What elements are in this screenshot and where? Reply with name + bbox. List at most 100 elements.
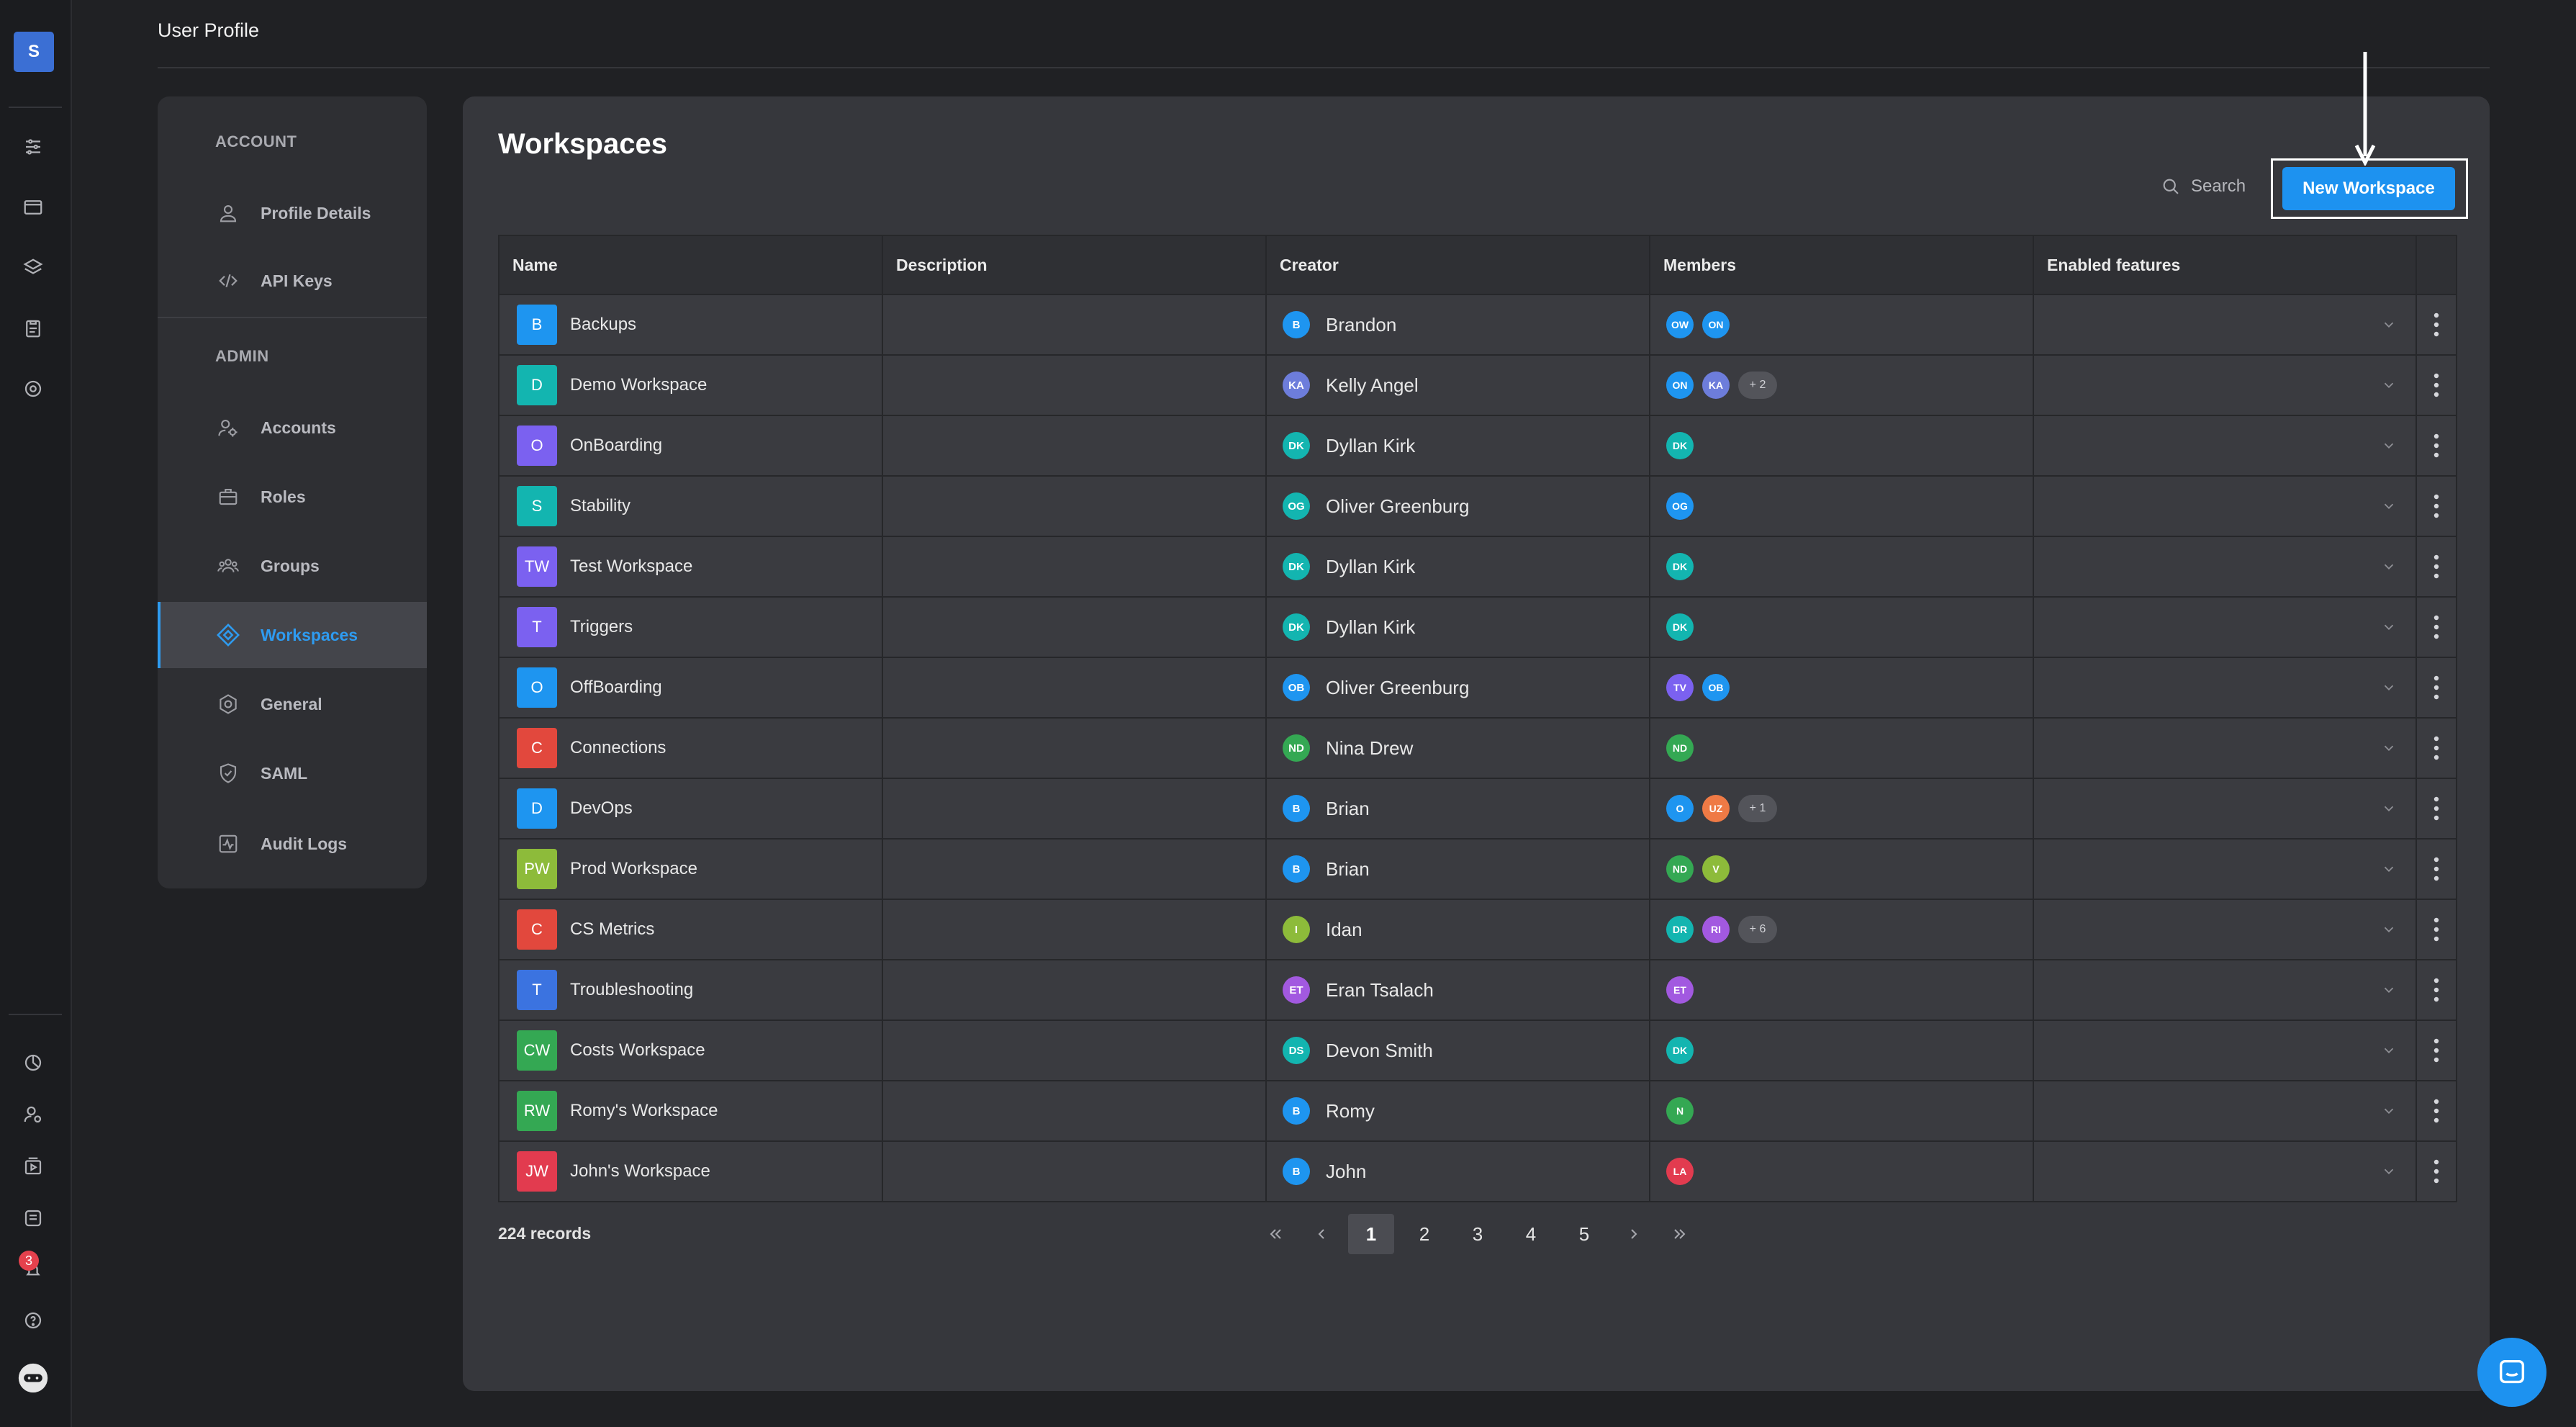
member-avatar[interactable]: RI — [1702, 916, 1730, 943]
cell-name[interactable]: S Stability — [500, 477, 883, 536]
chevron-down-icon[interactable] — [2381, 559, 2397, 575]
table-row[interactable]: T Triggers DK Dyllan Kirk DK — [500, 598, 2456, 658]
column-header-members[interactable]: Members — [1650, 236, 2034, 294]
sidebar-item-groups[interactable]: Groups — [158, 533, 427, 599]
sidebar-item-profile-details[interactable]: Profile Details — [158, 180, 427, 246]
cell-enabled-features[interactable] — [2034, 416, 2417, 475]
layers-icon[interactable] — [16, 251, 50, 285]
workspace-name[interactable]: DevOps — [570, 798, 633, 818]
member-avatar[interactable]: UZ — [1702, 795, 1730, 822]
workspace-name[interactable]: Costs Workspace — [570, 1040, 705, 1060]
more-options-icon[interactable] — [2433, 675, 2440, 701]
more-members-badge[interactable]: + 6 — [1738, 916, 1777, 943]
table-row[interactable]: O OffBoarding OB Oliver Greenburg TV OB — [500, 658, 2456, 719]
member-avatar[interactable]: DK — [1666, 613, 1694, 641]
cell-name[interactable]: C CS Metrics — [500, 900, 883, 959]
table-row[interactable]: C Connections ND Nina Drew ND — [500, 719, 2456, 779]
workspace-name[interactable]: Demo Workspace — [570, 375, 708, 395]
member-avatar[interactable]: DR — [1666, 916, 1694, 943]
table-row[interactable]: D Demo Workspace KA Kelly Angel ON KA + 2 — [500, 356, 2456, 416]
more-members-badge[interactable]: + 1 — [1738, 795, 1777, 822]
member-avatar[interactable]: ND — [1666, 855, 1694, 883]
cell-name[interactable]: C Connections — [500, 719, 883, 778]
cell-name[interactable]: O OnBoarding — [500, 416, 883, 475]
column-header-name[interactable]: Name — [500, 236, 883, 294]
member-avatar[interactable]: OG — [1666, 492, 1694, 520]
chevron-down-icon[interactable] — [2381, 1163, 2397, 1179]
cell-name[interactable]: TW Test Workspace — [500, 537, 883, 596]
org-logo[interactable]: S — [14, 32, 54, 72]
user-avatar-icon[interactable] — [16, 1361, 50, 1395]
more-options-icon[interactable] — [2433, 433, 2440, 459]
member-avatar[interactable]: KA — [1702, 372, 1730, 399]
prev-page-icon[interactable] — [1298, 1212, 1345, 1256]
cell-name[interactable]: CW Costs Workspace — [500, 1021, 883, 1080]
workspace-name[interactable]: CS Metrics — [570, 919, 655, 939]
workspace-name[interactable]: Stability — [570, 496, 631, 516]
member-avatar[interactable]: O — [1666, 795, 1694, 822]
page-2-button[interactable]: 2 — [1419, 1223, 1430, 1245]
table-row[interactable]: S Stability OG Oliver Greenburg OG — [500, 477, 2456, 537]
sidebar-item-audit-logs[interactable]: Audit Logs — [158, 811, 427, 877]
workspace-name[interactable]: OffBoarding — [570, 678, 662, 697]
clipboard-icon[interactable] — [16, 311, 50, 346]
member-avatar[interactable]: DK — [1666, 553, 1694, 580]
new-workspace-button[interactable]: New Workspace — [2282, 167, 2455, 210]
more-options-icon[interactable] — [2433, 614, 2440, 640]
sidebar-item-saml[interactable]: SAML — [158, 740, 427, 806]
more-options-icon[interactable] — [2433, 977, 2440, 1003]
cell-name[interactable]: D DevOps — [500, 779, 883, 838]
chevron-down-icon[interactable] — [2381, 619, 2397, 635]
table-row[interactable]: RW Romy's Workspace B Romy N — [500, 1081, 2456, 1142]
chevron-down-icon[interactable] — [2381, 801, 2397, 816]
cell-enabled-features[interactable] — [2034, 295, 2417, 354]
cell-enabled-features[interactable] — [2034, 598, 2417, 657]
target-icon[interactable] — [16, 372, 50, 406]
column-header-description[interactable]: Description — [883, 236, 1267, 294]
cell-enabled-features[interactable] — [2034, 1142, 2417, 1201]
page-5-button[interactable]: 5 — [1578, 1223, 1590, 1245]
more-options-icon[interactable] — [2433, 856, 2440, 882]
pipelines-icon[interactable] — [16, 130, 50, 164]
chevron-down-icon[interactable] — [2381, 861, 2397, 877]
cell-enabled-features[interactable] — [2034, 658, 2417, 717]
table-row[interactable]: T Troubleshooting ET Eran Tsalach ET — [500, 960, 2456, 1021]
member-avatar[interactable]: OW — [1666, 311, 1694, 338]
last-page-icon[interactable] — [1657, 1212, 1703, 1256]
catalog-icon[interactable] — [16, 1201, 50, 1235]
table-row[interactable]: D DevOps B Brian O UZ + 1 — [500, 779, 2456, 839]
member-avatar[interactable]: DK — [1666, 1037, 1694, 1064]
cell-name[interactable]: T Triggers — [500, 598, 883, 657]
more-options-icon[interactable] — [2433, 554, 2440, 580]
workspace-name[interactable]: Romy's Workspace — [570, 1101, 718, 1120]
cell-enabled-features[interactable] — [2034, 477, 2417, 536]
member-avatar[interactable]: LA — [1666, 1158, 1694, 1185]
table-row[interactable]: PW Prod Workspace B Brian ND V — [500, 839, 2456, 900]
workspace-name[interactable]: John's Workspace — [570, 1161, 710, 1181]
more-options-icon[interactable] — [2433, 735, 2440, 761]
browser-icon[interactable] — [16, 190, 50, 225]
pie-chart-icon[interactable] — [16, 1045, 50, 1080]
table-row[interactable]: JW John's Workspace B John LA — [500, 1142, 2456, 1201]
cell-enabled-features[interactable] — [2034, 719, 2417, 778]
more-members-badge[interactable]: + 2 — [1738, 372, 1777, 399]
more-options-icon[interactable] — [2433, 917, 2440, 942]
chevron-down-icon[interactable] — [2381, 740, 2397, 756]
chevron-down-icon[interactable] — [2381, 438, 2397, 454]
cell-enabled-features[interactable] — [2034, 356, 2417, 415]
cell-enabled-features[interactable] — [2034, 537, 2417, 596]
media-icon[interactable] — [16, 1149, 50, 1184]
member-avatar[interactable]: ND — [1666, 734, 1694, 762]
sidebar-item-general[interactable]: General — [158, 671, 427, 737]
more-options-icon[interactable] — [2433, 1098, 2440, 1124]
cell-name[interactable]: PW Prod Workspace — [500, 839, 883, 899]
column-header-enabled-features[interactable]: Enabled features — [2034, 236, 2417, 294]
cell-name[interactable]: JW John's Workspace — [500, 1142, 883, 1201]
chevron-down-icon[interactable] — [2381, 982, 2397, 998]
table-row[interactable]: C CS Metrics I Idan DR RI + 6 — [500, 900, 2456, 960]
workspace-name[interactable]: Triggers — [570, 617, 633, 636]
cell-name[interactable]: B Backups — [500, 295, 883, 354]
member-avatar[interactable]: OB — [1702, 674, 1730, 701]
chevron-down-icon[interactable] — [2381, 922, 2397, 937]
search-button[interactable]: Search — [2161, 176, 2246, 197]
